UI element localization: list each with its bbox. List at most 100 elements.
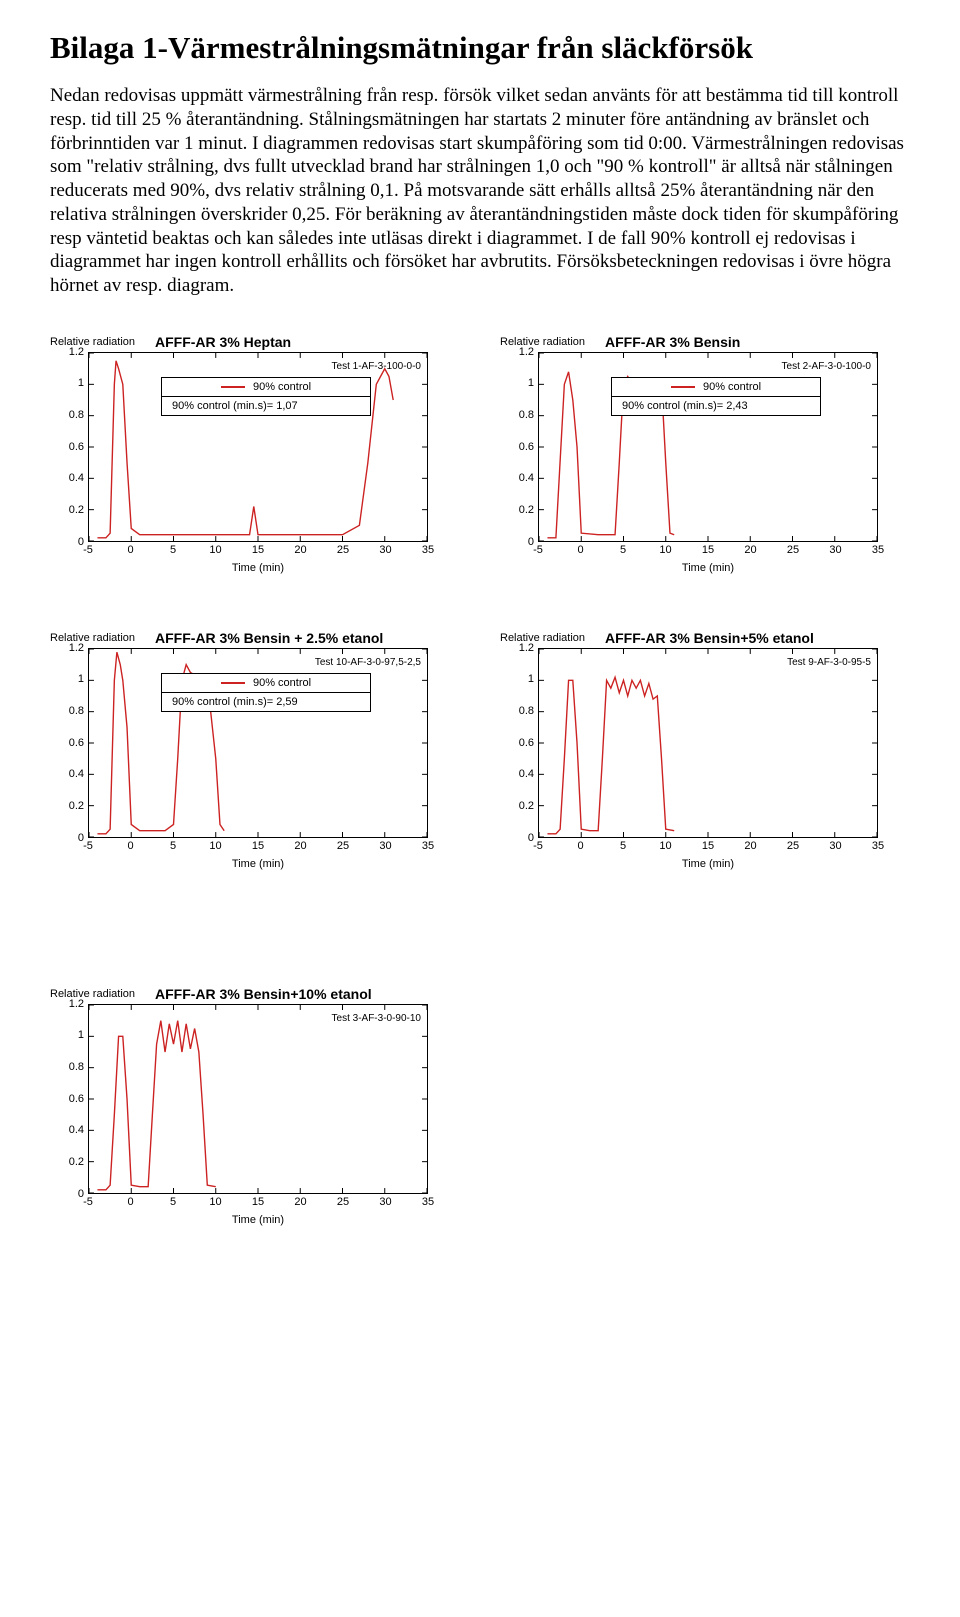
chart: Relative radiationAFFF-AR 3% Bensin+5% e… xyxy=(500,634,910,870)
y-tick: 1 xyxy=(528,377,534,389)
y-tick: 0.2 xyxy=(519,504,534,516)
x-tick: 30 xyxy=(829,840,841,852)
legend-line-icon xyxy=(221,386,245,388)
x-tick: 15 xyxy=(702,840,714,852)
test-id-label: Test 1-AF-3-100-0-0 xyxy=(332,361,421,372)
x-tick: 5 xyxy=(170,840,176,852)
chart-title: AFFF-AR 3% Heptan xyxy=(155,334,291,350)
x-tick: 20 xyxy=(744,544,756,556)
y-axis-label: Relative radiation xyxy=(50,632,135,644)
y-axis-label: Relative radiation xyxy=(500,632,585,644)
x-tick: 20 xyxy=(294,840,306,852)
x-tick: 20 xyxy=(294,1196,306,1208)
x-axis-label: Time (min) xyxy=(88,858,428,870)
legend-row: 90% control (min.s)= 2,43 xyxy=(612,397,820,415)
x-tick: -5 xyxy=(533,840,543,852)
legend-box: 90% control90% control (min.s)= 1,07 xyxy=(161,377,371,416)
test-id-label: Test 9-AF-3-0-95-5 xyxy=(787,657,871,668)
y-tick: 0.6 xyxy=(519,441,534,453)
x-tick: 15 xyxy=(252,544,264,556)
x-tick: 25 xyxy=(337,544,349,556)
x-axis-label: Time (min) xyxy=(538,562,878,574)
y-tick: 1.2 xyxy=(69,998,84,1010)
test-id-label: Test 10-AF-3-0-97,5-2,5 xyxy=(315,657,421,668)
y-tick: 0.8 xyxy=(69,409,84,421)
y-tick: 0.4 xyxy=(69,472,84,484)
chart: Relative radiationAFFF-AR 3% Bensin + 2.… xyxy=(50,634,460,870)
page-title: Bilaga 1-Värmestrålningsmätningar från s… xyxy=(50,30,910,66)
x-axis-label: Time (min) xyxy=(538,858,878,870)
x-tick: 0 xyxy=(127,1196,133,1208)
legend-line-icon xyxy=(221,682,245,684)
x-tick: 30 xyxy=(379,544,391,556)
chart-title: AFFF-AR 3% Bensin+10% etanol xyxy=(155,986,372,1002)
y-tick: 0.8 xyxy=(69,1061,84,1073)
x-tick: 10 xyxy=(209,544,221,556)
x-tick: 25 xyxy=(787,544,799,556)
plot-area: Test 1-AF-3-100-0-0 90% control90% contro… xyxy=(88,352,428,542)
x-tick: 10 xyxy=(209,1196,221,1208)
x-tick: 30 xyxy=(379,840,391,852)
x-tick: 0 xyxy=(127,840,133,852)
y-tick: 1 xyxy=(78,673,84,685)
x-tick: 35 xyxy=(422,840,434,852)
test-id-label: Test 3-AF-3-0-90-10 xyxy=(332,1013,421,1024)
y-tick: 0.8 xyxy=(519,705,534,717)
data-line xyxy=(97,1020,215,1189)
x-tick: 35 xyxy=(422,1196,434,1208)
y-tick: 0.2 xyxy=(69,1156,84,1168)
x-tick: -5 xyxy=(533,544,543,556)
x-tick: 35 xyxy=(422,544,434,556)
chart-title: AFFF-AR 3% Bensin + 2.5% etanol xyxy=(155,630,383,646)
plot-area: Test 9-AF-3-0-95-5 xyxy=(538,648,878,838)
y-tick: 0.4 xyxy=(519,472,534,484)
y-tick: 1.2 xyxy=(69,642,84,654)
y-tick: 0.6 xyxy=(519,737,534,749)
x-tick: -5 xyxy=(83,840,93,852)
legend-box: 90% control 90% control (min.s)= 2,43 xyxy=(611,377,821,416)
y-tick: 1 xyxy=(528,673,534,685)
data-line xyxy=(547,677,674,834)
legend-label: 90% control xyxy=(703,381,761,393)
y-tick: 0.6 xyxy=(69,737,84,749)
y-tick: 1.2 xyxy=(519,642,534,654)
y-tick: 0.4 xyxy=(69,1124,84,1136)
legend-row: 90% control xyxy=(162,674,370,693)
legend-row: 90% control (min.s)= 2,59 xyxy=(162,693,370,711)
test-id-label: Test 2-AF-3-0-100-0 xyxy=(782,361,871,372)
x-axis-label: Time (min) xyxy=(88,1214,428,1226)
y-tick: 1.2 xyxy=(519,346,534,358)
x-tick: 0 xyxy=(577,840,583,852)
x-tick: -5 xyxy=(83,544,93,556)
legend-row: 90% control xyxy=(162,378,370,397)
x-tick: 35 xyxy=(872,840,884,852)
x-tick: 20 xyxy=(744,840,756,852)
y-tick: 0.8 xyxy=(519,409,534,421)
x-tick: 10 xyxy=(209,840,221,852)
legend-row: 90% control (min.s)= 1,07 xyxy=(162,397,370,415)
legend-line-icon xyxy=(671,386,695,388)
y-tick: 0.2 xyxy=(519,800,534,812)
x-tick: 25 xyxy=(787,840,799,852)
legend-row: 90% control xyxy=(612,378,820,397)
x-tick: 5 xyxy=(620,544,626,556)
y-axis-label: Relative radiation xyxy=(50,336,135,348)
y-tick: 0.2 xyxy=(69,800,84,812)
plot-area: Test 3-AF-3-0-90-10 xyxy=(88,1004,428,1194)
x-tick: 0 xyxy=(127,544,133,556)
plot-area: Test 2-AF-3-0-100-090% control90% contro… xyxy=(538,352,878,542)
x-tick: 20 xyxy=(294,544,306,556)
y-tick: 0.6 xyxy=(69,1093,84,1105)
y-tick: 0.4 xyxy=(519,768,534,780)
chart-title: AFFF-AR 3% Bensin xyxy=(605,334,740,350)
x-tick: 25 xyxy=(337,840,349,852)
y-tick: 0.8 xyxy=(69,705,84,717)
chart-title: AFFF-AR 3% Bensin+5% etanol xyxy=(605,630,814,646)
x-tick: 15 xyxy=(252,1196,264,1208)
x-tick: 15 xyxy=(252,840,264,852)
x-tick: 5 xyxy=(620,840,626,852)
charts-grid: Relative radiationAFFF-AR 3% Heptan00.20… xyxy=(50,338,910,1226)
x-tick: 25 xyxy=(337,1196,349,1208)
x-tick: 10 xyxy=(659,840,671,852)
x-tick: -5 xyxy=(83,1196,93,1208)
